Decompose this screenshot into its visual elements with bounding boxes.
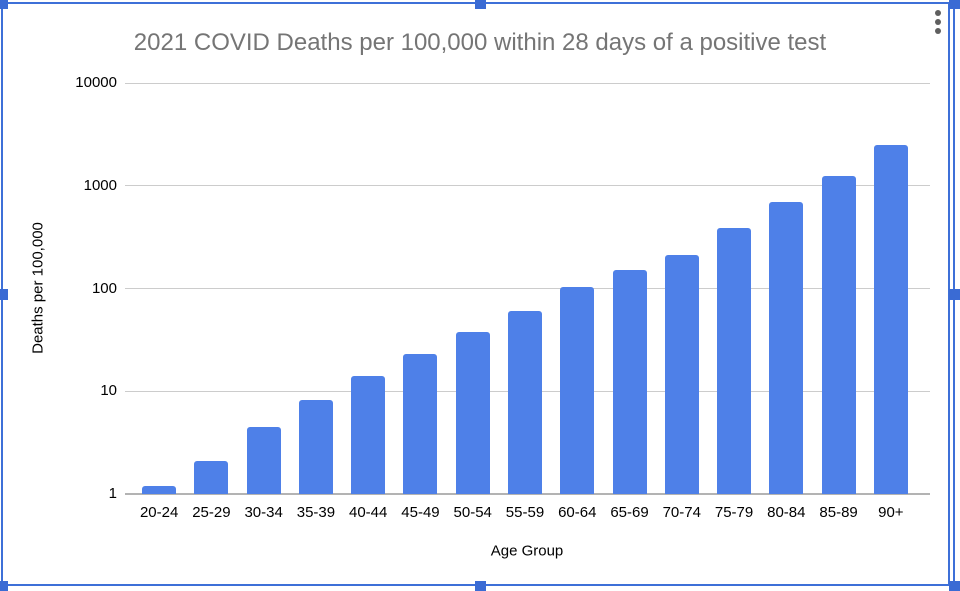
x-tick-label: 70-74 xyxy=(662,504,701,521)
plot-area xyxy=(125,82,930,495)
bar-65-69[interactable] xyxy=(612,270,647,494)
bar-slot xyxy=(185,83,237,494)
x-tick-label: 45-49 xyxy=(401,504,440,521)
bar-slot xyxy=(865,83,917,494)
selection-handle-bottom-right[interactable] xyxy=(948,580,960,591)
x-tick-label: 85-89 xyxy=(819,504,858,521)
bar-90+[interactable] xyxy=(873,144,908,494)
selection-handle-top-right[interactable] xyxy=(948,0,960,9)
gridline xyxy=(125,493,930,495)
x-tick-label: 75-79 xyxy=(714,504,754,521)
selection-handle-bottom-center[interactable] xyxy=(474,580,486,591)
bar-55-59[interactable] xyxy=(507,311,542,494)
bar-slot xyxy=(290,83,342,494)
bar-40-44[interactable] xyxy=(351,376,386,494)
bar-slot xyxy=(812,83,864,494)
x-tick-label: 65-69 xyxy=(610,504,649,521)
x-axis-title: Age Group xyxy=(490,542,564,560)
bar-slot xyxy=(551,83,603,494)
x-tick-label: 60-64 xyxy=(558,504,597,521)
bar-slot xyxy=(447,83,499,494)
bar-85-89[interactable] xyxy=(821,175,856,494)
selection-handle-bottom-left[interactable] xyxy=(0,580,8,591)
bar-20-24[interactable] xyxy=(142,485,177,494)
bar-slot xyxy=(760,83,812,494)
bar-slot xyxy=(708,83,760,494)
bar-slot xyxy=(499,83,551,494)
gridline xyxy=(125,288,930,289)
kebab-dot xyxy=(935,10,941,16)
bar-50-54[interactable] xyxy=(455,331,490,494)
kebab-menu-icon[interactable] xyxy=(933,10,943,38)
bar-slot xyxy=(603,83,655,494)
kebab-dot xyxy=(935,19,941,25)
bar-slot xyxy=(238,83,290,494)
x-tick-label: 20-24 xyxy=(139,504,179,521)
gridline xyxy=(125,185,930,187)
x-tick-label: 55-59 xyxy=(505,504,545,521)
selection-handle-middle-right[interactable] xyxy=(948,288,960,300)
kebab-dot xyxy=(935,28,941,34)
bar-slot xyxy=(656,83,708,494)
y-tick-label: 1000 xyxy=(83,176,117,194)
x-tick-label: 25-29 xyxy=(192,504,231,521)
selection-handle-top-left[interactable] xyxy=(0,0,8,9)
bar-slot xyxy=(342,83,394,494)
bar-slot xyxy=(133,83,185,494)
bar-25-29[interactable] xyxy=(194,460,229,494)
y-axis-ticks: 1 10 100 1000 10000 xyxy=(0,74,117,502)
x-tick-label: 80-84 xyxy=(767,504,806,521)
y-tick-label: 100 xyxy=(91,279,117,297)
y-tick-label: 10 xyxy=(100,382,117,400)
bar-70-74[interactable] xyxy=(664,254,699,494)
bar-35-39[interactable] xyxy=(298,399,333,494)
y-tick-label: 10000 xyxy=(75,74,117,91)
x-tick-label: 35-39 xyxy=(296,504,336,521)
bar-30-34[interactable] xyxy=(246,426,281,494)
bar-75-79[interactable] xyxy=(717,227,752,494)
bar-45-49[interactable] xyxy=(403,354,438,494)
bars-layer xyxy=(133,83,917,494)
x-tick-label: 40-44 xyxy=(349,504,388,521)
x-tick-label: 50-54 xyxy=(453,504,492,521)
gridline xyxy=(125,82,930,84)
chart-title: 2021 COVID Deaths per 100,000 within 28 … xyxy=(133,29,827,56)
selection-handle-middle-left[interactable] xyxy=(0,288,8,300)
x-tick-label: 90+ xyxy=(878,504,904,521)
x-axis-ticks: 20-24 25-29 30-34 35-39 40-44 45-49 50-54 55-59… xyxy=(133,503,917,523)
selection-handle-top-center[interactable] xyxy=(474,0,486,9)
bar-slot xyxy=(394,83,446,494)
x-tick-label: 30-34 xyxy=(244,504,283,521)
bar-60-64[interactable] xyxy=(560,287,595,494)
y-tick-label: 1 xyxy=(108,485,117,502)
bar-80-84[interactable] xyxy=(769,202,804,494)
